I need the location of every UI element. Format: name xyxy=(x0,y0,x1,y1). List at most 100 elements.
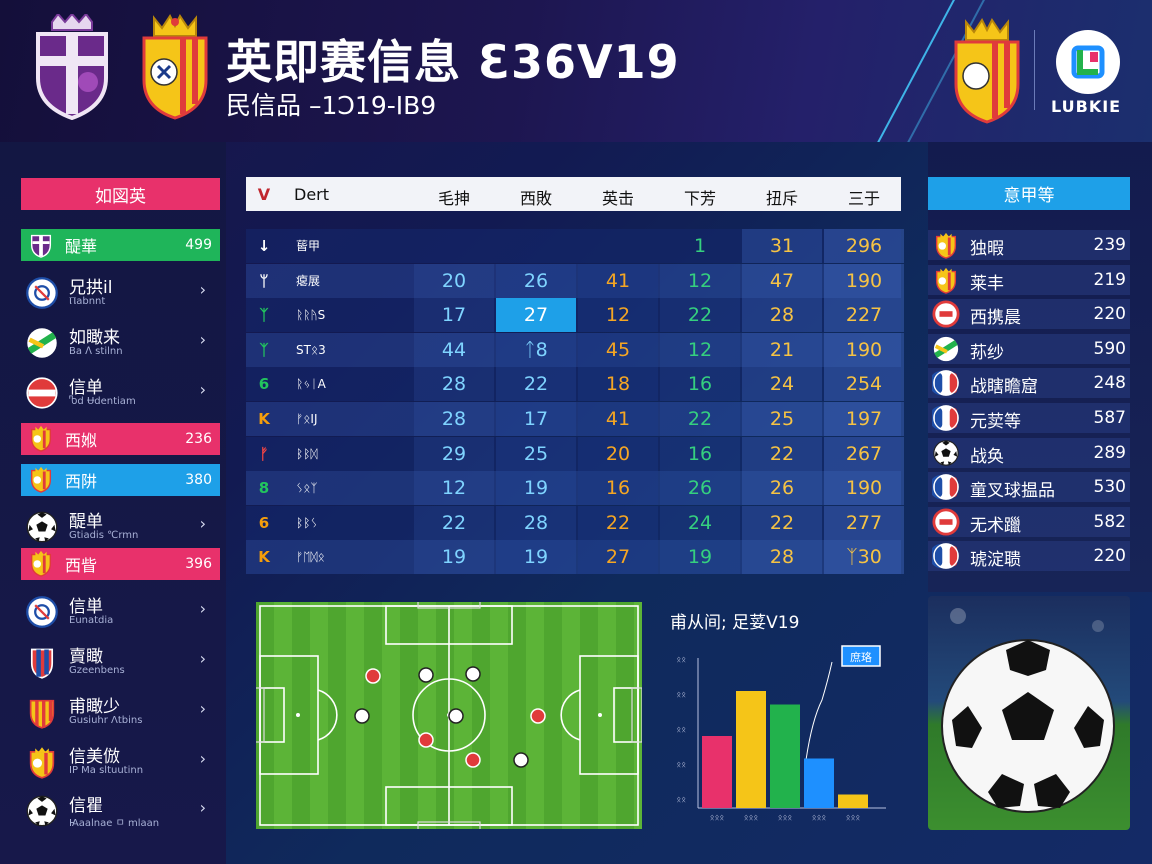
table-cell: 190 xyxy=(824,471,904,506)
row-key-icon: 6 xyxy=(258,375,270,394)
team-list-item[interactable]: 兄拱il Ⲡabnnt › xyxy=(21,270,220,314)
team-name: 西眥 xyxy=(65,556,98,575)
ranking-item[interactable]: 战奂 289 xyxy=(928,437,1130,468)
team-name: 琥淀聩 xyxy=(970,550,1021,571)
table-row[interactable]: 6 ᚱᛃᛁA 28 22 18 16 24 254 xyxy=(246,367,904,402)
ranking-item[interactable]: 战瞎瞻窟 248 xyxy=(928,368,1130,399)
chevron-right-icon[interactable]: › xyxy=(199,330,206,349)
column-header[interactable]: 扭斥 xyxy=(765,189,798,208)
soccer-field xyxy=(256,602,642,829)
team-badge-icon xyxy=(932,439,960,467)
team-value: 219 xyxy=(1093,269,1126,290)
team-list-item[interactable]: 信瞿 Ꙗaalnae ㅁ mlaan › xyxy=(21,788,220,832)
ranking-item[interactable]: 独暇 239 xyxy=(928,230,1130,260)
table-cell: 26 xyxy=(496,263,576,298)
table-row[interactable]: ᚠ ᛒᛒᛞ 29 25 20 16 22 267 xyxy=(246,436,904,471)
team-value: 236 xyxy=(185,431,212,447)
column-header[interactable]: 三于 xyxy=(847,189,880,208)
team-badge-icon xyxy=(929,404,960,432)
ranking-item[interactable]: 无术躐 582 xyxy=(928,506,1130,537)
chevron-right-icon[interactable]: › xyxy=(199,380,206,399)
team-list-item[interactable]: 如瞰来 Ba ⴷ stilnn › xyxy=(21,320,220,364)
ranking-item[interactable]: 莱丰 219 xyxy=(928,264,1130,295)
team-badge-icon xyxy=(929,369,960,397)
team-value: 289 xyxy=(1093,442,1126,463)
chevron-right-icon[interactable]: › xyxy=(199,599,206,618)
team-badge-icon xyxy=(929,542,960,570)
team-value: 220 xyxy=(1093,304,1126,325)
table-row[interactable]: ↓ 蒈甲 1 31 296 xyxy=(246,229,904,263)
team-crest-icon xyxy=(25,376,58,409)
team-subtitle: ΙΡ Μa sltuutinn xyxy=(69,765,144,776)
table-cell: 21 xyxy=(742,332,822,367)
ranking-item[interactable]: 荪纱 590 xyxy=(928,333,1130,364)
team-list-item[interactable]: 西阱 380 xyxy=(21,464,220,496)
y-tick-label: ᛟᛟ xyxy=(676,760,686,769)
team-badge-icon xyxy=(932,335,960,363)
table-row[interactable]: K ᚠᛖᛞᛟ 19 19 27 19 28 ᛉ30 xyxy=(246,540,904,575)
team-name: 荪纱 xyxy=(970,342,1004,363)
player-markers xyxy=(354,666,546,768)
table-cell xyxy=(414,229,494,263)
team-list-item[interactable]: 西娰 236 xyxy=(21,423,220,455)
table-cell: 16 xyxy=(578,471,658,506)
table-row[interactable]: 6 ᛒᛒᛊ 22 28 22 24 22 277 xyxy=(246,505,904,540)
chart-bar xyxy=(702,736,732,808)
team-name: 信单 xyxy=(69,378,103,398)
table-cell: 26 xyxy=(660,471,740,506)
chevron-right-icon[interactable]: › xyxy=(199,280,206,299)
ranking-item[interactable]: 童叉球揾品 530 xyxy=(928,472,1130,503)
team-name: 元荬等 xyxy=(970,412,1021,432)
column-header[interactable]: 英击 xyxy=(601,189,634,208)
team-list-item[interactable]: 賣瞰 Gzeenbens › xyxy=(21,639,220,683)
table-cell: 20 xyxy=(578,436,658,471)
team-subtitle: Gusiuhr Ʌtbins xyxy=(69,715,143,726)
team-name: 西阱 xyxy=(65,472,98,491)
chart-title: 甫从间; 足荽V19 xyxy=(670,613,800,633)
table-row[interactable]: ᛉ ᚱᚱᚤS 17 27 12 22 28 227 xyxy=(246,298,904,333)
team-list-item[interactable]: 信単 Eunatdia › xyxy=(21,589,220,633)
table-row[interactable]: ᛉ STᛟ3 44 ᛏ8 45 12 21 190 xyxy=(246,332,904,367)
table-row[interactable]: ᛘ 瘪展 20 26 41 12 47 190 xyxy=(246,263,904,298)
ranking-item[interactable]: 琥淀聩 220 xyxy=(928,541,1130,572)
team-subtitle: Ꙗaalnae ㅁ mlaan xyxy=(69,818,160,829)
table-cell: 26 xyxy=(742,471,822,506)
legend-box xyxy=(841,645,881,667)
header-banner: 英即赛信息 Ɛ36V19 民信品 –1Ↄ19-ΙB9 LUBKIE xyxy=(0,0,1152,142)
table-row[interactable]: 8 ᛊᛟᛉ 12 19 16 26 26 190 xyxy=(246,471,904,506)
team-name: 童叉球揾品 xyxy=(970,481,1055,502)
chevron-right-icon[interactable]: › xyxy=(199,514,206,533)
decor-stripe xyxy=(844,0,968,142)
y-tick-label: ᛟᛟ xyxy=(676,655,686,664)
team-name: 信瞿 xyxy=(69,796,103,816)
left-panel xyxy=(0,142,226,864)
team-name: 兄拱il xyxy=(69,278,113,298)
table-cell: ᛉ30 xyxy=(824,540,904,575)
table-cell: ᛏ8 xyxy=(496,332,576,367)
team-list-item[interactable]: 醍单 Gtiadis ℃rmn › xyxy=(21,504,220,548)
table-cell: 28 xyxy=(496,505,576,540)
ranking-item[interactable]: 西携晨 220 xyxy=(928,299,1130,330)
column-header[interactable]: Dert xyxy=(294,185,330,204)
table-cell: 28 xyxy=(742,298,822,333)
column-header[interactable]: 西敗 xyxy=(519,189,552,208)
team-crest-icon xyxy=(25,794,58,827)
ranking-item[interactable]: 元荬等 587 xyxy=(928,403,1130,433)
chevron-right-icon[interactable]: › xyxy=(199,749,206,768)
team-list-item[interactable]: 醍華 499 xyxy=(21,229,220,261)
team-list-item[interactable]: 信单 Ⴊd Ʉdentiam › xyxy=(21,370,220,414)
column-header[interactable]: 毛抻 xyxy=(437,189,470,208)
table-row[interactable]: K ᚠᛟIJ 28 17 41 22 25 197 xyxy=(246,402,904,436)
team-list-item[interactable]: 信美倣 ΙΡ Μa sltuutinn › xyxy=(21,739,220,783)
chevron-right-icon[interactable]: › xyxy=(199,649,206,668)
column-header[interactable]: 下芳 xyxy=(683,189,716,208)
team-list-item[interactable]: 甫瞰少 Gusiuhr Ʌtbins › xyxy=(21,689,220,733)
y-tick-label: ᛟᛟ xyxy=(676,795,686,804)
chevron-right-icon[interactable]: › xyxy=(199,699,206,718)
team-name: 賣瞰 xyxy=(69,647,103,667)
club-crest-icon xyxy=(36,14,108,120)
team-list-item[interactable]: 西眥 396 xyxy=(21,548,220,580)
club-crest-icon xyxy=(142,14,208,120)
chevron-right-icon[interactable]: › xyxy=(199,798,206,817)
